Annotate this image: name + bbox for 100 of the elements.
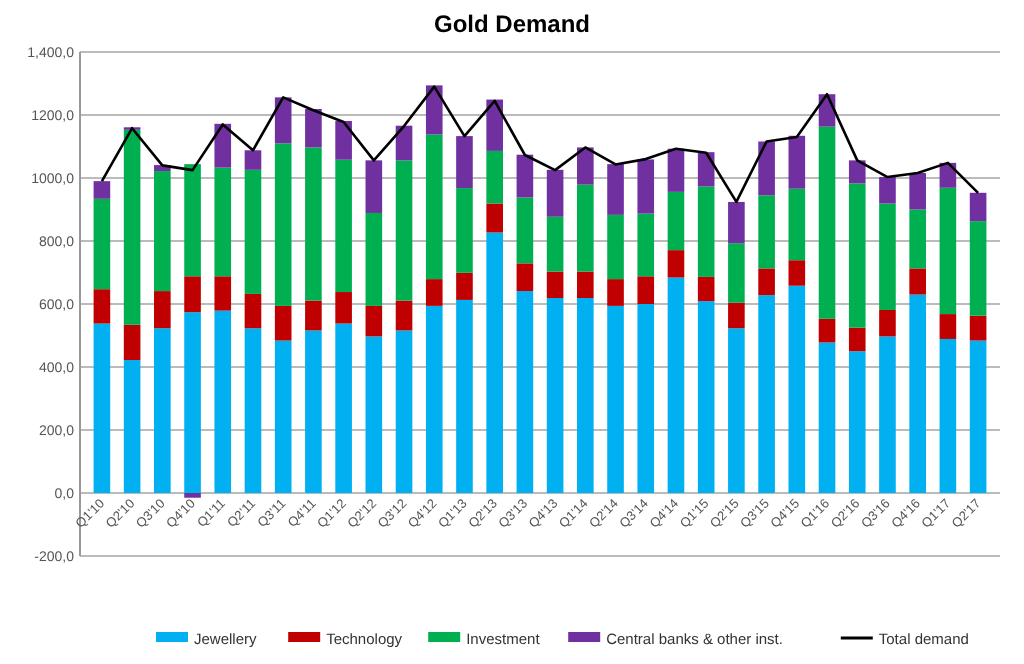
bar: [365, 336, 383, 493]
bar: [244, 169, 262, 294]
bar: [637, 304, 655, 493]
bar: [184, 276, 201, 313]
bar: [788, 285, 806, 493]
bar: [395, 300, 413, 331]
bar: [516, 197, 534, 264]
bar: [93, 289, 111, 324]
bar: [486, 232, 503, 493]
bar: [546, 271, 564, 299]
bar: [93, 198, 111, 290]
bar: [214, 276, 232, 311]
bar: [335, 292, 352, 324]
bar: [879, 336, 896, 493]
bar: [425, 305, 443, 493]
bar: [456, 188, 473, 273]
bar: [305, 109, 322, 148]
bar: [214, 310, 232, 493]
bar: [667, 277, 685, 493]
bar: [909, 209, 926, 269]
bar: [969, 315, 987, 341]
bar: [274, 305, 292, 341]
bar: [607, 164, 624, 215]
bar: [335, 323, 352, 493]
bar: [818, 126, 836, 319]
bar: [788, 188, 806, 261]
bar: [788, 135, 806, 189]
bar: [335, 120, 352, 160]
bar: [607, 305, 624, 493]
bar: [305, 330, 322, 493]
bar: [758, 141, 775, 196]
bar: [848, 160, 866, 184]
bar: [456, 272, 473, 300]
bar: [214, 123, 232, 168]
bar: [365, 160, 383, 213]
bar: [909, 294, 926, 493]
bar: [365, 305, 383, 337]
bar: [577, 298, 594, 493]
bar: [486, 203, 503, 233]
bar: [818, 342, 836, 493]
bar: [516, 154, 534, 198]
bar: [969, 340, 987, 493]
bar: [184, 312, 201, 493]
bar: [637, 213, 655, 277]
bar: [546, 169, 564, 217]
bar: [728, 302, 745, 329]
bar: [395, 330, 413, 493]
bar: [425, 85, 443, 135]
bar: [607, 279, 624, 306]
line-series: [100, 85, 980, 204]
bar: [788, 260, 806, 286]
bar: [244, 150, 262, 170]
bar: [93, 181, 111, 199]
bar: [425, 279, 443, 306]
bar: [969, 192, 987, 222]
bar: [305, 300, 322, 331]
bar: [365, 212, 383, 306]
bar: [395, 160, 413, 301]
bar: [879, 177, 896, 204]
bar: [939, 338, 957, 493]
bar: [697, 276, 715, 302]
bar: [425, 134, 443, 280]
bar: [607, 214, 624, 280]
bar: [154, 171, 171, 292]
bar: [637, 276, 655, 304]
bar: [818, 318, 836, 343]
bar: [848, 327, 866, 352]
bar: [667, 148, 685, 192]
bar: [697, 186, 715, 277]
bar: [879, 203, 896, 310]
bar: [123, 324, 141, 361]
bar: [728, 243, 745, 303]
bar: [516, 263, 534, 292]
bar: [274, 340, 292, 493]
bar: [637, 159, 655, 214]
bar: [939, 314, 957, 339]
bar: [486, 99, 503, 151]
bar: [274, 143, 292, 306]
bar: [758, 195, 775, 269]
bar: [456, 136, 473, 189]
bar: [728, 328, 745, 493]
bar: [879, 309, 896, 337]
bar: [577, 271, 594, 299]
bar: [577, 147, 594, 185]
bar: [909, 172, 926, 210]
bar: [728, 201, 745, 244]
bar: [93, 323, 111, 493]
bar: [939, 187, 957, 315]
bar: [758, 295, 775, 493]
bar: [546, 298, 564, 493]
bar: [909, 268, 926, 295]
bar: [214, 167, 232, 277]
bar: [305, 147, 322, 301]
bar: [244, 328, 262, 493]
bar: [486, 150, 503, 204]
bar: [335, 159, 352, 293]
bar: [667, 191, 685, 251]
bar: [848, 183, 866, 328]
bar: [577, 184, 594, 272]
bar: [123, 129, 141, 325]
